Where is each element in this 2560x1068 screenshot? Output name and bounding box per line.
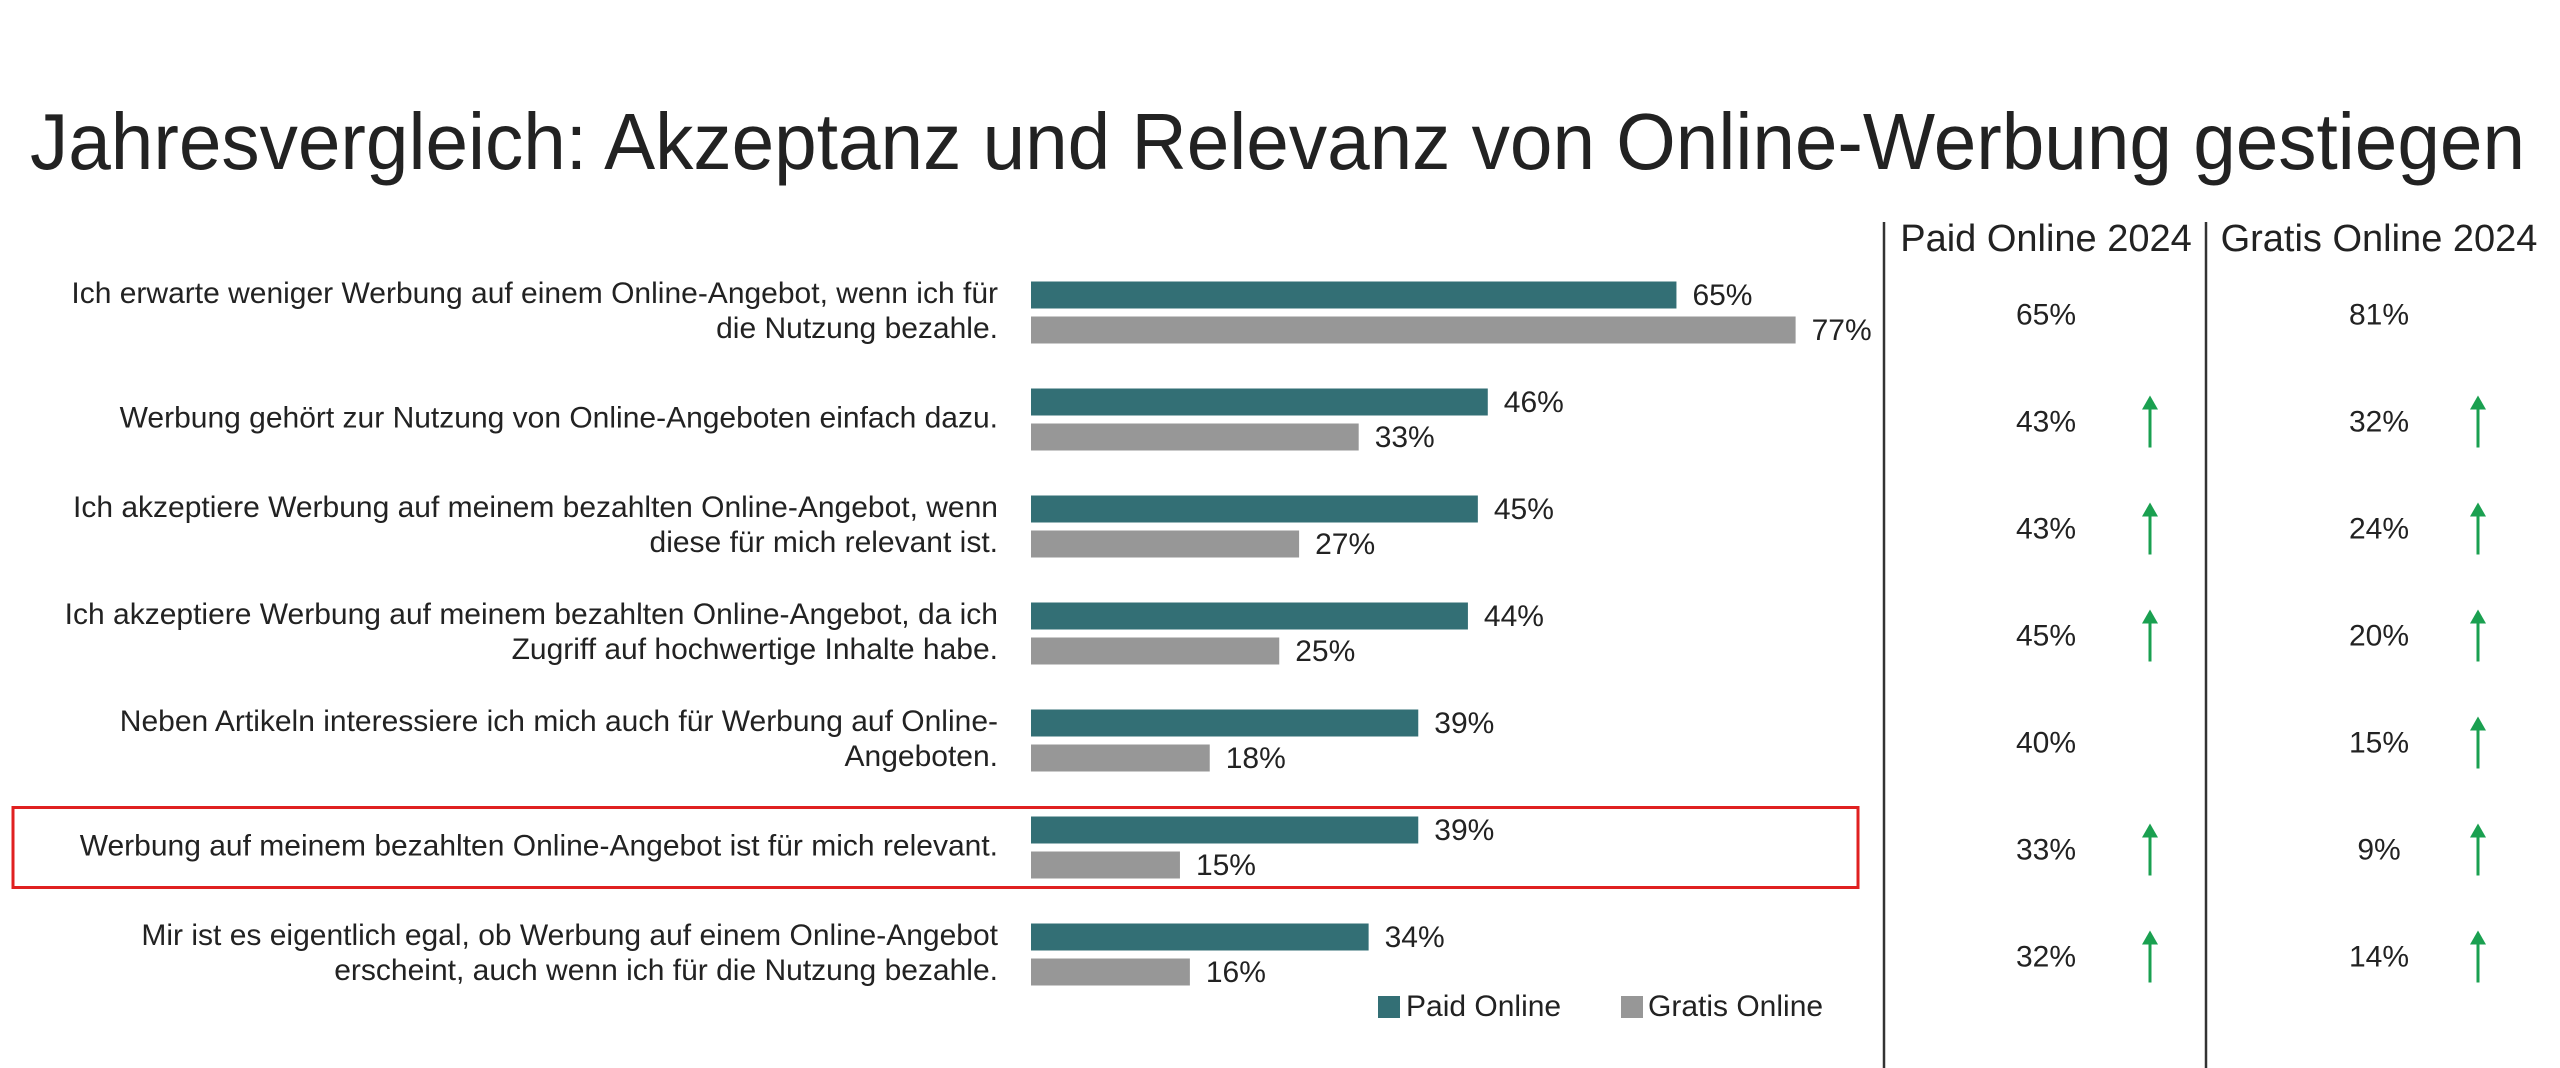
category-label: Ich akzeptiere Werbung auf meinem bezahl… (65, 598, 998, 631)
value-label: 25% (1295, 635, 1355, 668)
value-label: 77% (1812, 314, 1872, 347)
category-label: Ich akzeptiere Werbung auf meinem bezahl… (73, 491, 998, 524)
value-label: 65% (1692, 279, 1752, 312)
legend-label: Paid Online (1406, 990, 1561, 1023)
value-label: 39% (1434, 814, 1494, 847)
column-value: 81% (2349, 298, 2409, 331)
trend-arrow-head (2142, 502, 2158, 517)
category-label: Angeboten. (845, 740, 998, 773)
bar (1031, 423, 1359, 451)
value-label: 46% (1504, 386, 1564, 419)
column-value: 15% (2349, 726, 2409, 759)
bar (1031, 530, 1300, 558)
column-value: 65% (2016, 298, 2076, 331)
column-value: 40% (2016, 726, 2076, 759)
trend-arrow-head (2142, 930, 2158, 945)
value-label: 16% (1206, 956, 1266, 989)
bar (1031, 744, 1210, 772)
category-label: Werbung gehört zur Nutzung von Online-An… (120, 401, 998, 434)
trend-arrow-head (2470, 609, 2486, 624)
value-label: 33% (1375, 421, 1435, 454)
trend-arrow-head (2142, 823, 2158, 838)
column-value: 20% (2349, 619, 2409, 652)
value-label: 15% (1196, 849, 1256, 882)
category-label: diese für mich relevant ist. (650, 526, 998, 559)
bar (1031, 281, 1677, 309)
column-value: 45% (2016, 619, 2076, 652)
category-label: Mir ist es eigentlich egal, ob Werbung a… (141, 919, 998, 952)
value-label: 27% (1315, 528, 1375, 561)
bar (1031, 923, 1369, 951)
trend-arrow-head (2470, 395, 2486, 410)
trend-arrow-head (2470, 502, 2486, 517)
column-value: 9% (2357, 833, 2400, 866)
trend-arrow-head (2470, 930, 2486, 945)
trend-arrow-head (2142, 395, 2158, 410)
column-value: 43% (2016, 512, 2076, 545)
trend-arrow-head (2142, 609, 2158, 624)
column-value: 43% (2016, 405, 2076, 438)
category-label: erscheint, auch wenn ich für die Nutzung… (334, 954, 998, 987)
column-value: 33% (2016, 833, 2076, 866)
bar (1031, 816, 1419, 844)
legend-swatch (1621, 996, 1643, 1018)
column-header: Paid Online 2024 (1900, 218, 2192, 260)
bar (1031, 602, 1468, 630)
column-value: 24% (2349, 512, 2409, 545)
column-header: Gratis Online 2024 (2221, 218, 2538, 260)
highlight-box (11, 806, 1860, 889)
category-label: Ich erwarte weniger Werbung auf einem On… (71, 277, 998, 310)
bar (1031, 958, 1190, 986)
bar (1031, 851, 1180, 879)
column-value: 14% (2349, 940, 2409, 973)
category-label: Werbung auf meinem bezahlten Online-Ange… (80, 829, 998, 862)
value-label: 45% (1494, 493, 1554, 526)
bar (1031, 637, 1280, 665)
value-label: 39% (1434, 707, 1494, 740)
bar (1031, 316, 1796, 344)
bar (1031, 388, 1488, 416)
chart-title: Jahresvergleich: Akzeptanz und Relevanz … (30, 97, 2525, 186)
value-label: 34% (1385, 921, 1445, 954)
category-label: Zugriff auf hochwertige Inhalte habe. (512, 633, 998, 666)
bar (1031, 709, 1419, 737)
trend-arrow-head (2470, 716, 2486, 731)
value-label: 44% (1484, 600, 1544, 633)
category-label: Neben Artikeln interessiere ich mich auc… (120, 705, 998, 738)
bar (1031, 495, 1478, 523)
legend-label: Gratis Online (1648, 990, 1823, 1023)
legend-swatch (1378, 996, 1400, 1018)
value-label: 18% (1226, 742, 1286, 775)
column-value: 32% (2016, 940, 2076, 973)
category-label: die Nutzung bezahle. (716, 312, 998, 345)
trend-arrow-head (2470, 823, 2486, 838)
column-value: 32% (2349, 405, 2409, 438)
